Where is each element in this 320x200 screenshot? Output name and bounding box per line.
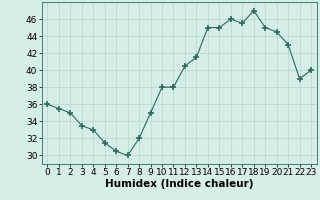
X-axis label: Humidex (Indice chaleur): Humidex (Indice chaleur) [105, 179, 253, 189]
